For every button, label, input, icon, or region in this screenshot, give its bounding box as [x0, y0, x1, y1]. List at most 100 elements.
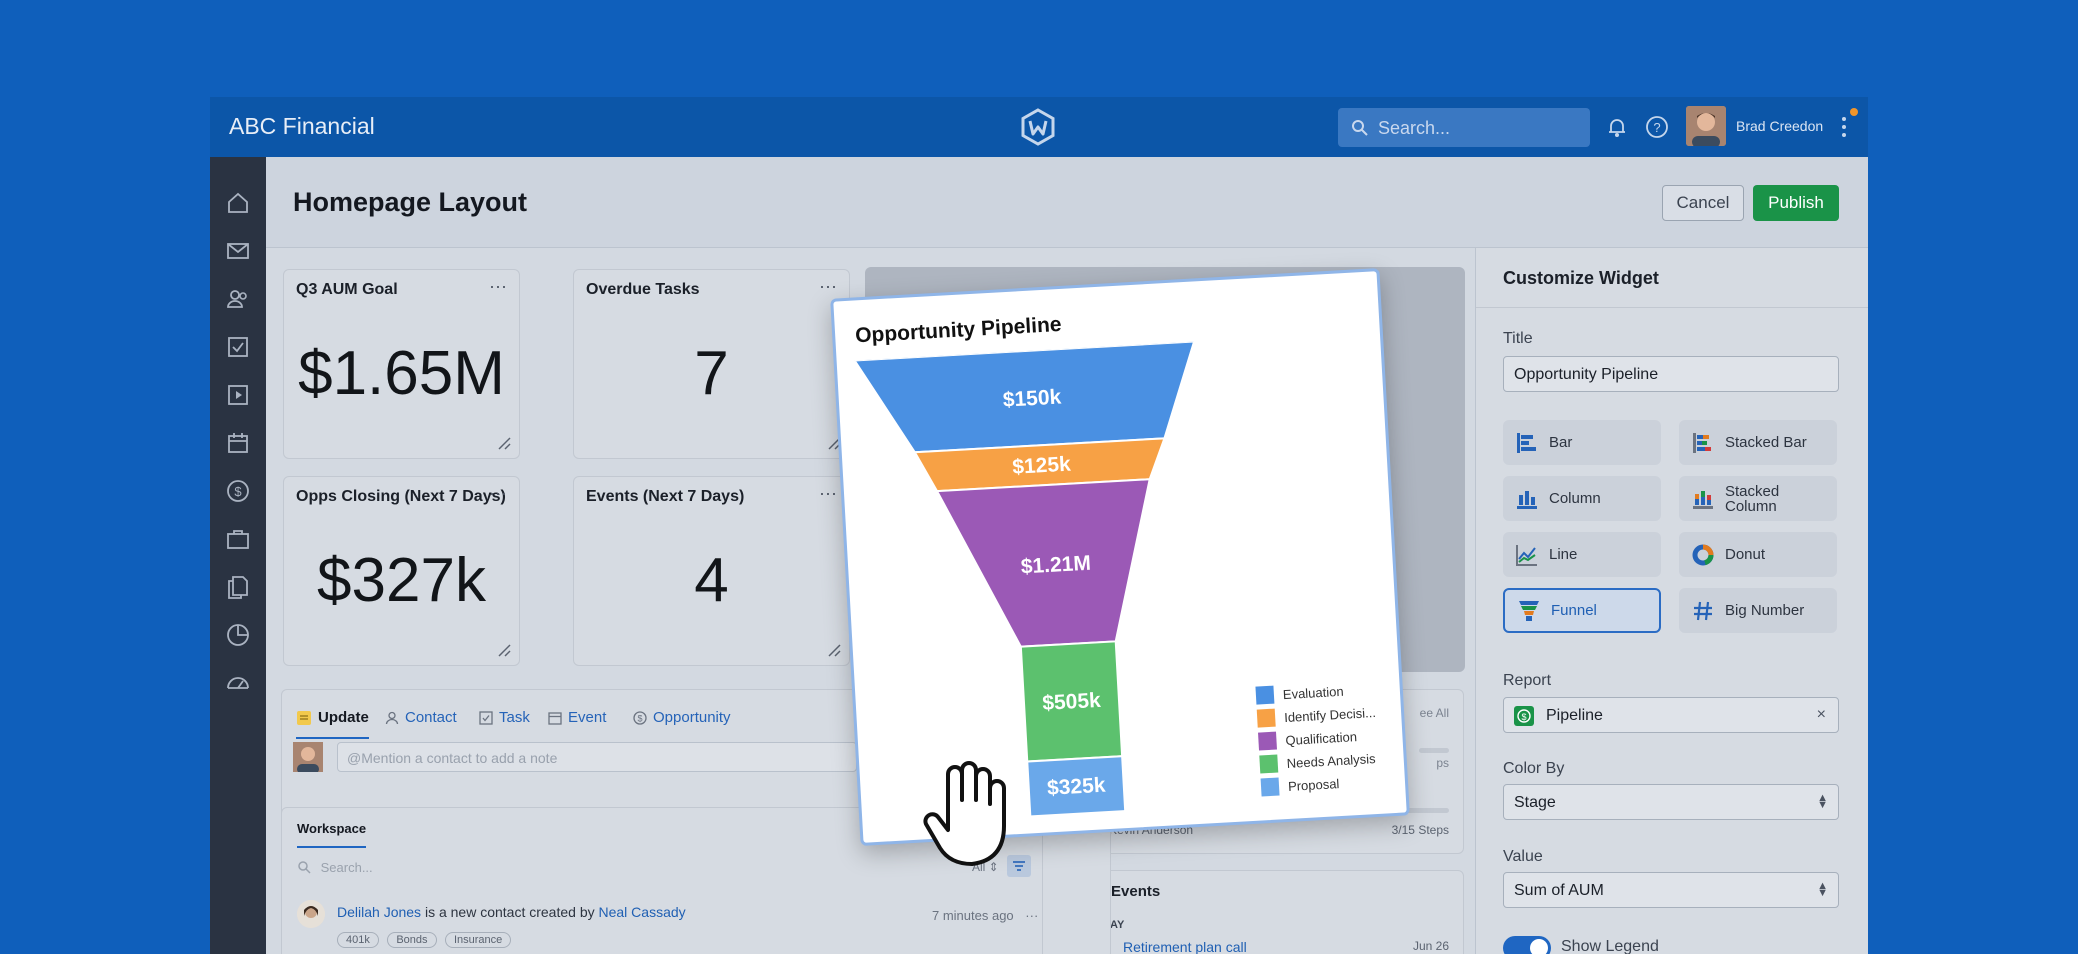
card-menu-icon[interactable]: ···: [489, 483, 507, 503]
pie-chart-icon[interactable]: [225, 622, 251, 648]
mail-icon[interactable]: [225, 238, 251, 264]
filter-icon: [1013, 861, 1025, 871]
play-icon[interactable]: [225, 382, 251, 408]
workspace-search[interactable]: Search...: [297, 860, 373, 875]
metric-card[interactable]: Events (Next 7 Days) ··· 4: [573, 476, 850, 666]
tab-opportunity[interactable]: $ Opportunity: [633, 709, 731, 726]
legend-label: Evaluation: [1282, 683, 1344, 702]
tab-label: Contact: [405, 709, 457, 726]
search-icon: [1352, 120, 1368, 136]
note-input[interactable]: @Mention a contact to add a note: [337, 742, 857, 772]
see-all-link[interactable]: ee All: [1419, 706, 1449, 720]
tag-list: 401k Bonds Insurance: [337, 930, 515, 948]
chart-title: Opportunity Pipeline: [854, 312, 1063, 348]
svg-text:?: ?: [1653, 120, 1660, 135]
tab-update[interactable]: Update: [296, 709, 369, 739]
tab-event[interactable]: Event: [548, 709, 606, 726]
stacked-column-icon: [1693, 490, 1713, 509]
report-icon: $: [1514, 706, 1534, 726]
user-name[interactable]: Brad Creedon: [1736, 118, 1824, 134]
card-value: $1.65M: [298, 339, 505, 408]
calendar-icon[interactable]: [225, 430, 251, 456]
publish-button[interactable]: Publish: [1753, 185, 1839, 221]
user-avatar[interactable]: [1686, 106, 1726, 146]
resize-handle-icon[interactable]: [827, 643, 841, 657]
chart-type-column[interactable]: Column: [1503, 476, 1661, 521]
tag[interactable]: Insurance: [444, 932, 512, 948]
bell-icon[interactable]: [1604, 114, 1630, 140]
chart-type-big-number[interactable]: Big Number: [1679, 588, 1837, 633]
legend-toggle[interactable]: [1503, 936, 1551, 954]
contact-link[interactable]: Delilah Jones: [337, 904, 422, 920]
type-label: Column: [1549, 490, 1601, 507]
card-title: Overdue Tasks: [586, 281, 700, 298]
customize-panel: Customize Widget Title Opportunity Pipel…: [1475, 248, 1868, 954]
chart-type-funnel[interactable]: Funnel: [1503, 588, 1661, 633]
column-chart-icon: [1517, 490, 1537, 509]
card-value: $327k: [317, 546, 486, 615]
dashboard-icon[interactable]: [225, 670, 251, 696]
tab-workspace[interactable]: Workspace: [297, 821, 367, 848]
chart-type-stacked-column[interactable]: Stacked Column: [1679, 476, 1837, 521]
creator-link[interactable]: Neal Cassady: [598, 904, 686, 920]
filter-button[interactable]: [1007, 855, 1031, 877]
panel-header: Customize Widget: [1476, 248, 1868, 308]
funnel-chart: $150k $125k $1.21M $505k $325k: [854, 340, 1196, 818]
tab-task[interactable]: Task: [479, 709, 530, 726]
stacked-bar-icon: [1693, 432, 1711, 453]
home-icon[interactable]: [225, 190, 251, 216]
report-select[interactable]: $ Pipeline ×: [1503, 697, 1839, 733]
funnel-chart-icon: [1519, 600, 1539, 621]
resize-handle-icon[interactable]: [497, 436, 511, 450]
metric-card[interactable]: Opps Closing (Next 7 Days) ··· $327k: [283, 476, 520, 666]
events-title: Events: [1111, 883, 1161, 900]
briefcase-icon[interactable]: [225, 526, 251, 552]
funnel-value-label: $125k: [1012, 453, 1072, 479]
color-by-select[interactable]: Stage ▲ ▼: [1503, 784, 1839, 820]
cancel-button[interactable]: Cancel: [1662, 185, 1744, 221]
progress-bar: [1419, 748, 1449, 753]
type-label: Stacked Column: [1725, 482, 1780, 515]
card-menu-icon[interactable]: ···: [819, 483, 837, 503]
chart-type-stacked-bar[interactable]: Stacked Bar: [1679, 420, 1837, 465]
metric-card[interactable]: Overdue Tasks ··· 7: [573, 269, 850, 459]
card-menu-icon[interactable]: ···: [489, 276, 507, 296]
item-time: 7 minutes ago ···: [932, 908, 1039, 923]
more-menu-icon[interactable]: [1840, 114, 1848, 140]
search-icon: [298, 861, 311, 874]
funnel-value-label: $150k: [1002, 386, 1062, 412]
tag[interactable]: 401k: [337, 932, 379, 948]
tasks-icon[interactable]: [225, 334, 251, 360]
dollar-icon[interactable]: $: [225, 478, 251, 504]
title-input[interactable]: Opportunity Pipeline: [1503, 356, 1839, 392]
help-icon[interactable]: ?: [1644, 114, 1670, 140]
svg-text:$: $: [637, 713, 642, 723]
event-name[interactable]: Retirement plan call: [1123, 939, 1247, 954]
select-arrows-icon: ▲ ▼: [1817, 880, 1828, 899]
legend-label: Proposal: [1287, 775, 1340, 794]
funnel-widget-preview[interactable]: Opportunity Pipeline $150k $125k $1.21M $50…: [830, 268, 1410, 846]
type-label: Donut: [1725, 546, 1766, 563]
chart-type-donut[interactable]: Donut: [1679, 532, 1837, 577]
documents-icon[interactable]: [225, 574, 251, 600]
bar-chart-icon: [1517, 432, 1536, 453]
svg-text:$: $: [1521, 712, 1526, 722]
tab-label: Update: [318, 709, 369, 726]
chart-type-line[interactable]: Line: [1503, 532, 1661, 577]
metric-card[interactable]: Q3 AUM Goal ··· $1.65M: [283, 269, 520, 459]
value-select[interactable]: Sum of AUM ▲ ▼: [1503, 872, 1839, 908]
funnel-value-label: $505k: [1042, 689, 1102, 715]
card-value: 7: [694, 339, 729, 408]
page-header: Homepage Layout Cancel Publish: [266, 157, 1868, 248]
tab-contact[interactable]: Contact: [385, 709, 457, 726]
type-label: Line: [1549, 546, 1578, 563]
clear-icon[interactable]: ×: [1816, 706, 1826, 723]
tag[interactable]: Bonds: [387, 932, 437, 948]
resize-handle-icon[interactable]: [497, 643, 511, 657]
card-menu-icon[interactable]: ···: [819, 276, 837, 296]
chart-type-bar[interactable]: Bar: [1503, 420, 1661, 465]
legend-swatch: [1258, 731, 1277, 751]
color-by-value: Stage: [1514, 794, 1556, 811]
contacts-icon[interactable]: [225, 286, 251, 312]
global-search[interactable]: Search...: [1338, 108, 1590, 147]
